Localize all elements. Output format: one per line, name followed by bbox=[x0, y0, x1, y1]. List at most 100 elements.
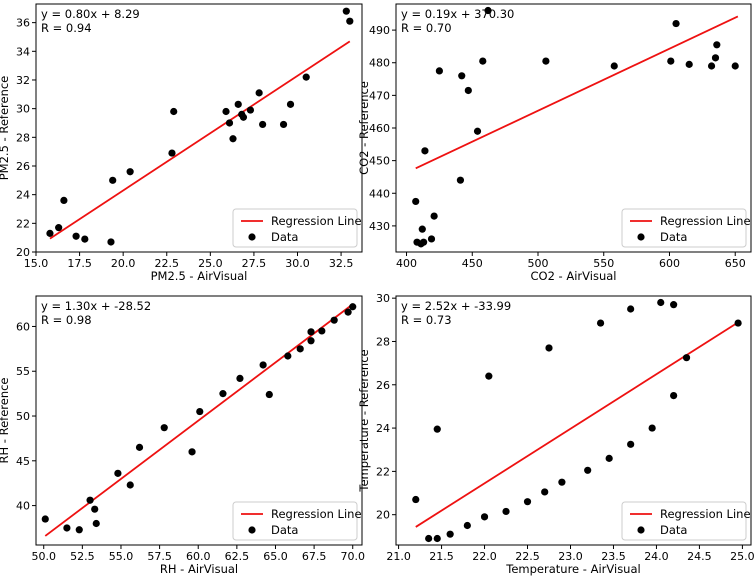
correlation-r: R = 0.73 bbox=[401, 313, 452, 327]
y-tick-label: 22 bbox=[376, 465, 390, 478]
data-point bbox=[86, 496, 94, 504]
y-tick-label: 36 bbox=[16, 17, 30, 30]
data-point bbox=[421, 147, 429, 155]
data-point bbox=[412, 197, 420, 206]
legend: Regression Line Data bbox=[232, 208, 362, 248]
legend: Regression Line Data bbox=[621, 501, 751, 541]
legend: Regression Line Data bbox=[621, 208, 751, 248]
data-point bbox=[229, 135, 237, 143]
data-point bbox=[246, 106, 255, 114]
data-point bbox=[55, 224, 63, 232]
legend-label-data: Data bbox=[271, 523, 298, 537]
data-point bbox=[596, 319, 605, 327]
x-tick-label: 57.5 bbox=[147, 550, 172, 563]
y-tick-label: 34 bbox=[16, 45, 30, 58]
x-tick-label: 21.0 bbox=[386, 550, 411, 563]
data-point bbox=[46, 229, 54, 237]
data-point bbox=[344, 308, 352, 316]
data-point bbox=[484, 6, 492, 15]
x-tick-label: 15.0 bbox=[24, 257, 49, 270]
y-tick-label: 55 bbox=[16, 365, 30, 378]
correlation-r: R = 0.70 bbox=[401, 21, 452, 35]
legend-marker-swatch bbox=[248, 526, 256, 534]
data-point bbox=[107, 238, 115, 246]
data-point bbox=[342, 7, 350, 15]
x-tick-label: 550 bbox=[593, 257, 614, 270]
y-tick-label: 26 bbox=[376, 379, 390, 392]
y-tick-label: 450 bbox=[369, 155, 390, 168]
regression-line bbox=[49, 40, 351, 240]
x-tick-label: 450 bbox=[462, 257, 483, 270]
data-point bbox=[135, 443, 144, 451]
plot-frame bbox=[35, 295, 363, 546]
data-point bbox=[427, 235, 436, 243]
regression-equation: y = 1.30x + -28.52 bbox=[41, 299, 151, 313]
data-point bbox=[91, 505, 99, 513]
plot-frame bbox=[35, 3, 363, 253]
correlation-r: R = 0.94 bbox=[41, 21, 92, 35]
data-point bbox=[222, 107, 230, 116]
data-point bbox=[685, 60, 693, 68]
correlation-r: R = 0.98 bbox=[41, 313, 92, 327]
data-point bbox=[610, 62, 618, 70]
y-tick-label: 490 bbox=[369, 24, 390, 37]
x-tick-label: 25.0 bbox=[198, 257, 223, 270]
data-point bbox=[485, 372, 493, 380]
data-point bbox=[265, 390, 273, 399]
data-point bbox=[435, 67, 443, 75]
x-tick-label: 22.0 bbox=[472, 550, 497, 563]
data-point bbox=[464, 86, 472, 95]
x-tick-label: 27.5 bbox=[242, 257, 267, 270]
data-point bbox=[284, 352, 292, 360]
data-point bbox=[92, 519, 100, 528]
data-point bbox=[707, 62, 716, 70]
data-point bbox=[318, 327, 326, 335]
regression-equation: y = 2.52x + -33.99 bbox=[401, 299, 511, 313]
data-point bbox=[711, 54, 720, 62]
data-point bbox=[255, 89, 263, 97]
x-tick-label: 22.5 bbox=[154, 257, 179, 270]
data-point bbox=[114, 469, 122, 477]
legend-box bbox=[621, 208, 747, 248]
legend-label-data: Data bbox=[271, 230, 298, 244]
data-point bbox=[307, 328, 315, 336]
x-axis-label: CO2 - AirVisual bbox=[531, 269, 617, 283]
data-point bbox=[731, 62, 739, 70]
data-point bbox=[188, 448, 196, 456]
y-tick-label: 430 bbox=[369, 220, 390, 233]
chart-panel-1: 15.0 17.5 20.0 22.5 25.0 27.5 30.0 32.5 20 22 24 26… bbox=[0, 3, 363, 283]
plot-frame bbox=[395, 295, 752, 546]
y-axis-label: CO2 - Reference bbox=[357, 81, 371, 175]
data-point bbox=[430, 212, 438, 220]
legend-label-data: Data bbox=[660, 523, 687, 537]
chart-panel-2: 400 450 500 550 600 650 430 440 450 460 470 480 490 C… bbox=[357, 3, 752, 283]
chart-panel-3: 50.0 52.5 55.0 57.5 60.0 62.5 65.0 67.5 70.0 40 45… bbox=[0, 295, 365, 576]
y-tick-label: 460 bbox=[369, 122, 390, 135]
regression-line bbox=[44, 303, 354, 537]
legend-marker-swatch bbox=[637, 233, 645, 241]
data-point bbox=[126, 481, 134, 489]
data-point bbox=[670, 392, 678, 400]
x-tick-label: 24.0 bbox=[644, 550, 669, 563]
legend-label-regression: Regression Line bbox=[271, 214, 362, 228]
data-point bbox=[279, 120, 288, 129]
data-point bbox=[302, 73, 310, 81]
data-point bbox=[412, 495, 420, 504]
legend-label-regression: Regression Line bbox=[660, 214, 751, 228]
y-tick-label: 20 bbox=[376, 509, 390, 522]
x-tick-label: 65.0 bbox=[263, 550, 288, 563]
x-tick-label: 20.0 bbox=[111, 257, 136, 270]
y-axis-label: RH - Reference bbox=[0, 377, 11, 463]
y-tick-label: 45 bbox=[16, 455, 30, 468]
data-point bbox=[473, 127, 482, 135]
y-tick-label: 24 bbox=[376, 422, 390, 435]
data-point bbox=[433, 425, 441, 433]
x-axis-label: Temperature - AirVisual bbox=[505, 562, 640, 576]
legend-box bbox=[232, 501, 358, 541]
data-point bbox=[296, 345, 304, 353]
data-point bbox=[170, 107, 178, 116]
x-axis-label: RH - AirVisual bbox=[160, 562, 238, 576]
data-point bbox=[168, 149, 176, 157]
x-tick-label: 67.5 bbox=[302, 550, 327, 563]
data-point bbox=[463, 521, 471, 530]
